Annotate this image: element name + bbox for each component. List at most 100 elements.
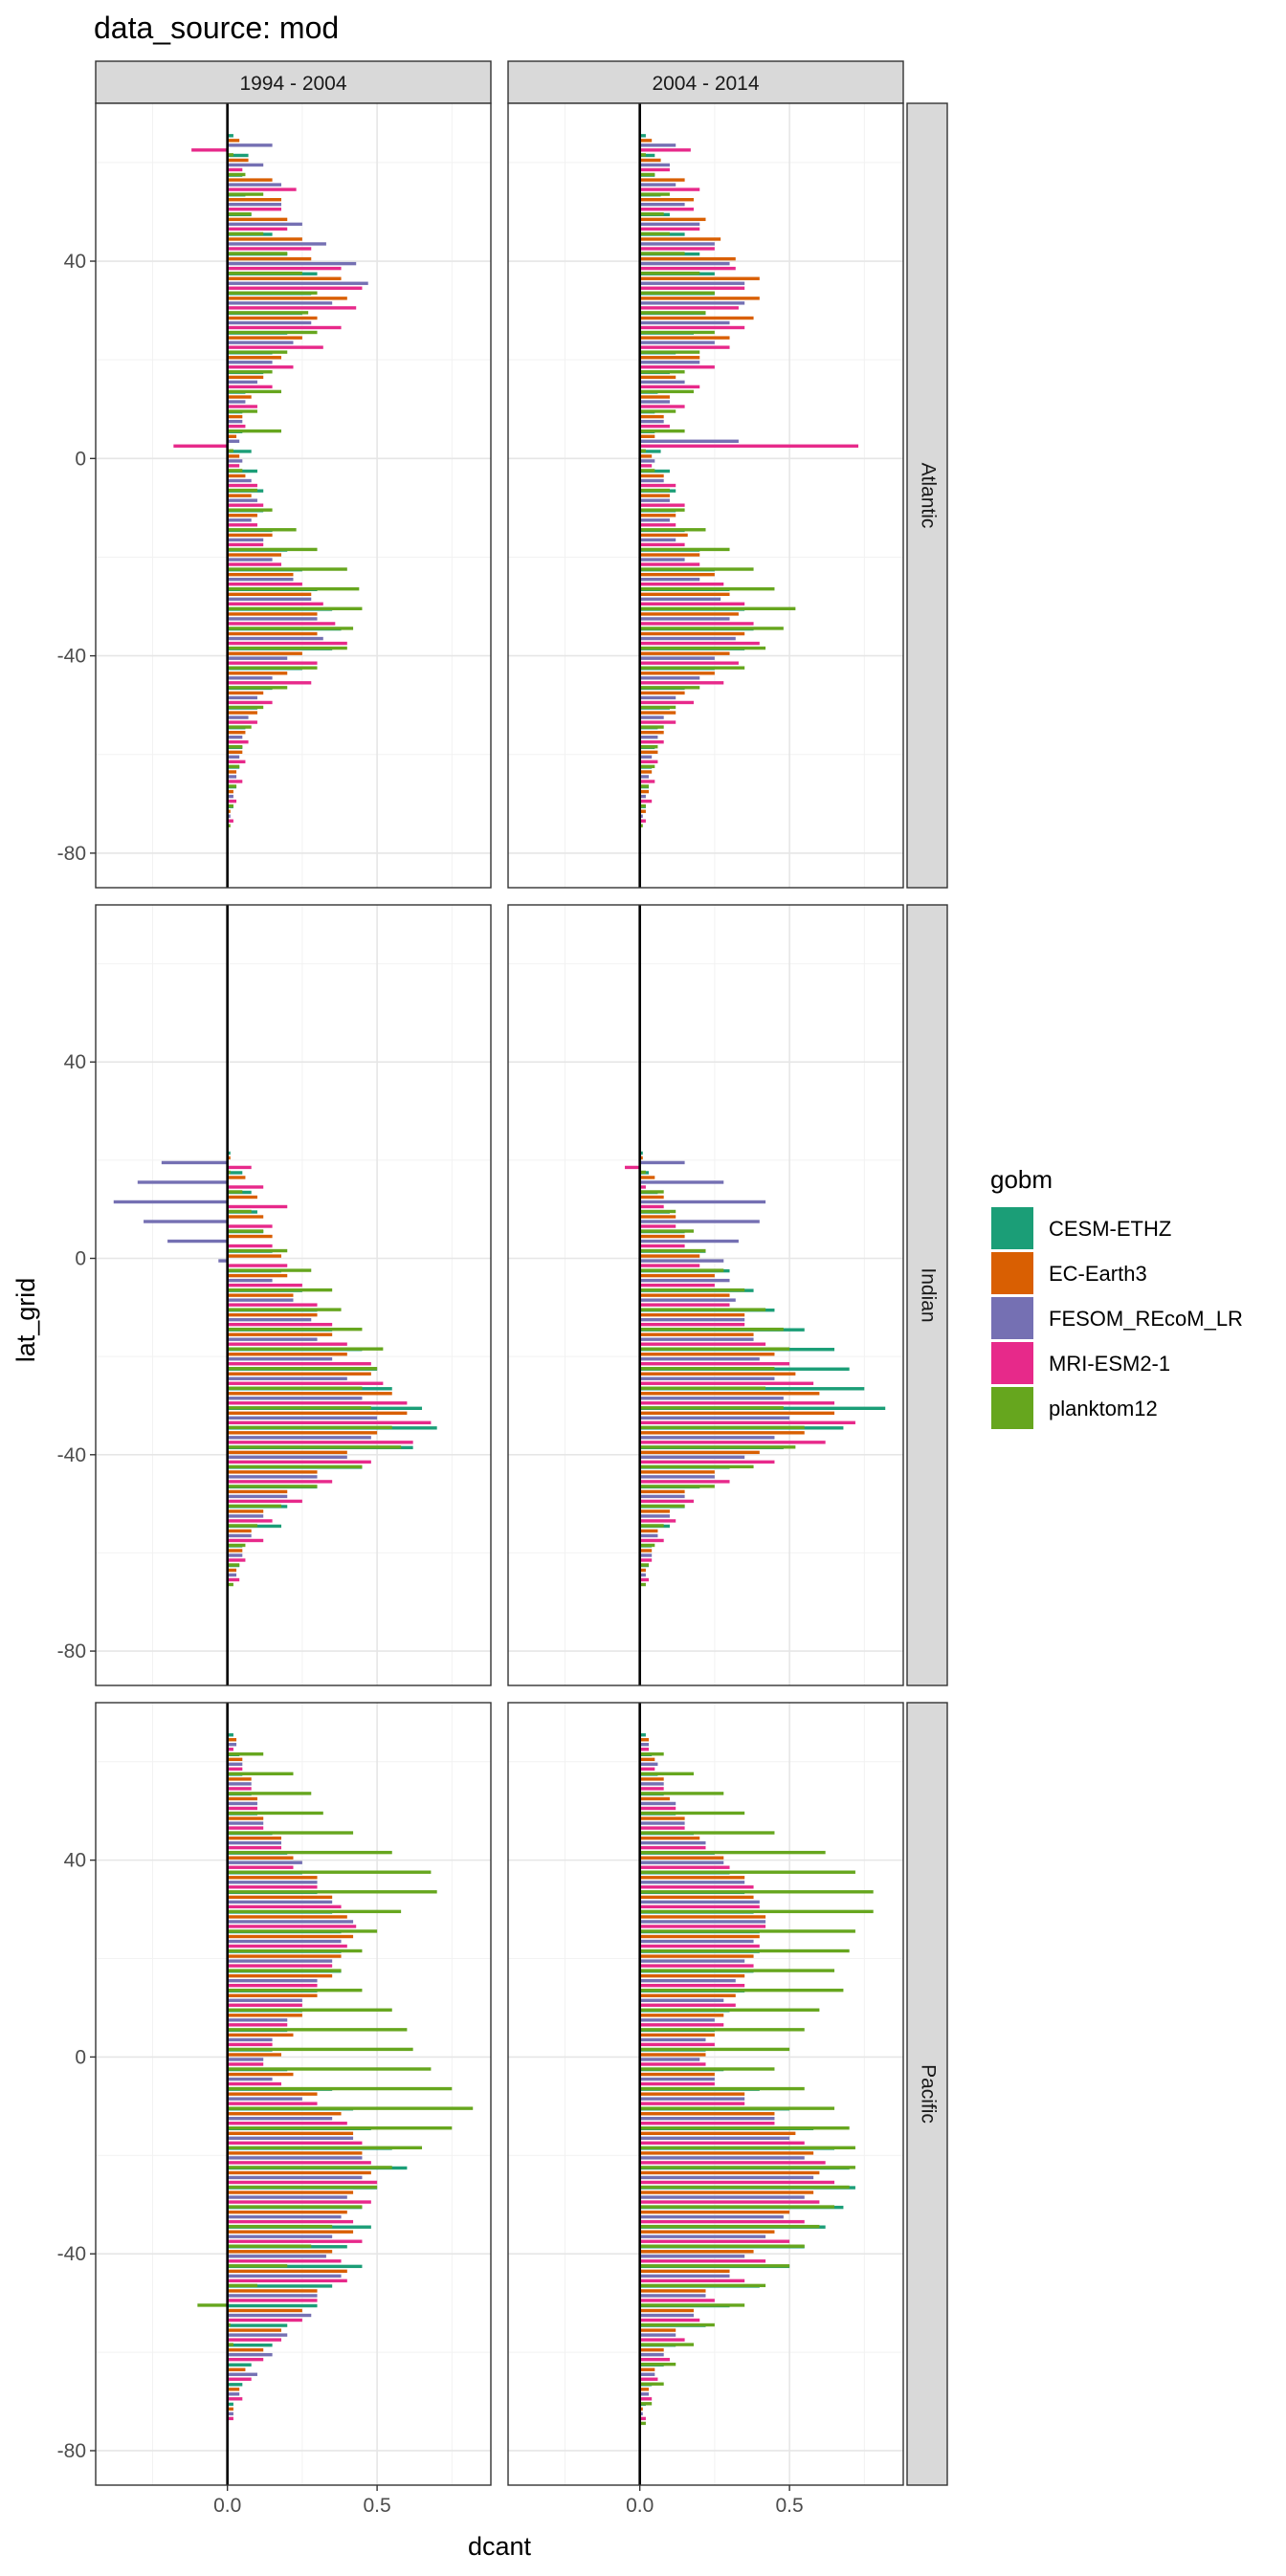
bar <box>639 203 685 207</box>
bar <box>227 824 231 827</box>
bar <box>227 365 294 369</box>
bar <box>227 198 281 202</box>
bar <box>639 1273 715 1278</box>
bar <box>227 2008 392 2012</box>
bar <box>639 819 646 823</box>
bar <box>227 1543 246 1548</box>
bar <box>227 2180 378 2185</box>
bar <box>227 1431 378 1435</box>
bar <box>639 2214 784 2219</box>
bar <box>227 1499 302 1504</box>
bar <box>227 434 237 438</box>
bar <box>227 459 243 463</box>
bar <box>227 231 264 236</box>
bar <box>227 716 249 719</box>
bar <box>639 1836 700 1840</box>
bar <box>227 646 347 650</box>
bar <box>639 419 664 424</box>
bar <box>639 1885 754 1889</box>
bar <box>227 720 257 724</box>
bar <box>227 1347 384 1351</box>
bar <box>173 444 228 448</box>
bar <box>639 208 694 211</box>
bar <box>227 1308 342 1311</box>
bar <box>227 794 233 799</box>
bar <box>227 1988 363 1993</box>
bar <box>639 1577 650 1582</box>
y-tick-label: 40 <box>64 1850 86 1872</box>
bar <box>639 2224 820 2229</box>
bar <box>227 2230 354 2234</box>
bar <box>227 2294 318 2298</box>
bar <box>227 2185 378 2190</box>
bar <box>227 1195 257 1200</box>
bar <box>639 1900 760 1904</box>
bar <box>227 192 264 196</box>
y-tick-label: 0 <box>75 448 86 470</box>
bar <box>639 361 700 364</box>
bar <box>639 2230 775 2234</box>
bar <box>639 528 706 532</box>
bar <box>227 1831 354 1835</box>
bar <box>639 760 658 764</box>
bar <box>227 1850 392 1855</box>
bar <box>639 1915 766 1919</box>
bar <box>227 2102 318 2105</box>
legend-swatch <box>991 1297 1033 1339</box>
bar <box>227 217 288 222</box>
bar <box>227 2097 302 2101</box>
bar <box>227 2210 347 2214</box>
bar <box>639 2151 814 2155</box>
bar <box>227 627 354 630</box>
facet-strip-col-label: 2004 - 2014 <box>652 73 759 95</box>
bar <box>227 661 318 665</box>
bar <box>227 1470 318 1474</box>
bar <box>639 750 658 755</box>
bar <box>639 1831 775 1835</box>
bar <box>639 716 664 719</box>
bar <box>227 203 281 207</box>
bar <box>227 656 288 660</box>
y-tick-label: -80 <box>57 1640 86 1662</box>
bar <box>639 1499 694 1504</box>
bar <box>227 2388 240 2391</box>
bar <box>227 2318 302 2323</box>
bar <box>227 1840 281 1845</box>
bar <box>639 483 676 488</box>
bar <box>639 1850 826 1855</box>
bar <box>639 281 745 285</box>
bar <box>639 134 646 138</box>
bar <box>227 1998 302 2002</box>
bar <box>227 2289 318 2293</box>
bar <box>227 325 342 330</box>
panel-border <box>507 1702 904 2486</box>
bar <box>639 1353 775 1356</box>
bar <box>227 1450 347 1455</box>
bar <box>227 419 243 424</box>
bar <box>639 1381 814 1385</box>
bar <box>639 1494 685 1499</box>
bar <box>639 2195 805 2199</box>
bar <box>639 2200 820 2204</box>
bar <box>218 1259 228 1263</box>
bar <box>639 400 670 404</box>
bar <box>639 385 700 389</box>
bar <box>227 1806 257 1811</box>
bar <box>227 1767 243 1772</box>
bar <box>639 1840 706 1845</box>
bar <box>227 2200 371 2204</box>
bar <box>639 222 700 227</box>
bar <box>639 2347 664 2352</box>
bar <box>639 804 646 808</box>
bar <box>227 316 318 320</box>
bar <box>227 1782 252 1786</box>
facet-strip-row <box>906 904 948 1686</box>
bar <box>161 1160 228 1165</box>
bar <box>227 1475 318 1479</box>
bar <box>227 237 302 241</box>
bar <box>639 1170 646 1175</box>
bar <box>227 2343 273 2347</box>
bar <box>227 558 273 561</box>
bar <box>639 1582 646 1587</box>
bar <box>639 2180 835 2185</box>
